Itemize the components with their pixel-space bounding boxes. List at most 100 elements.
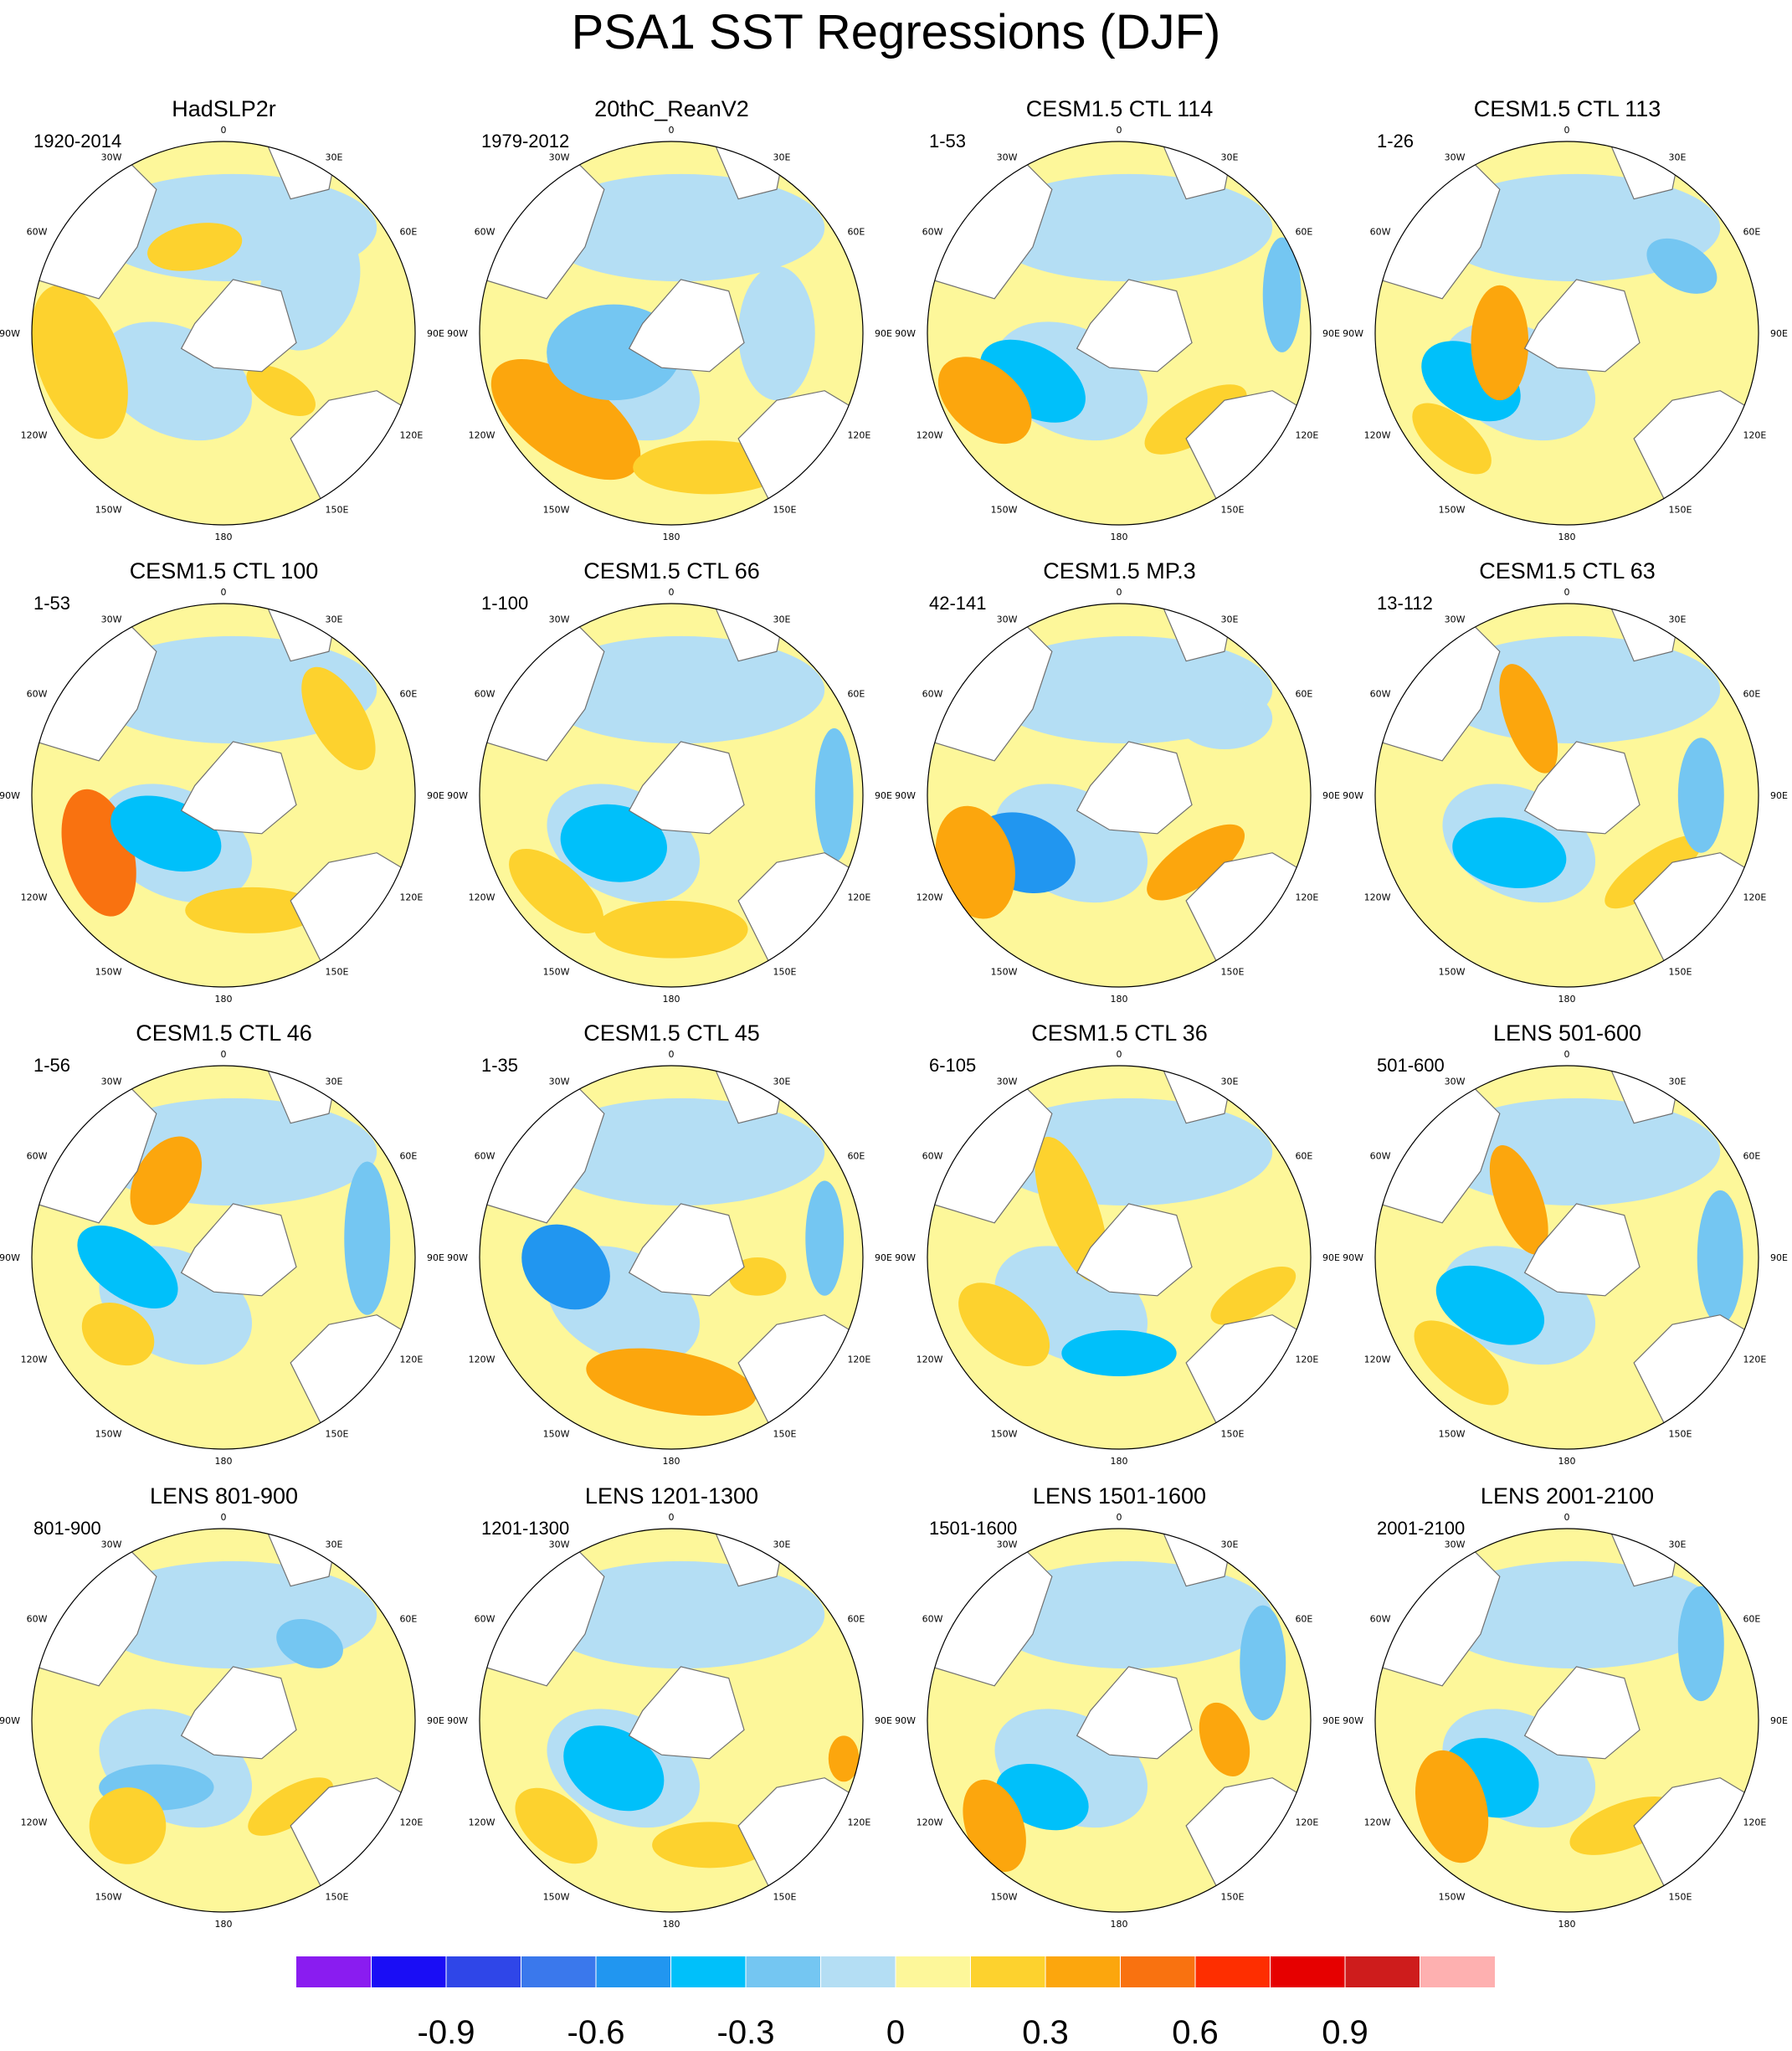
longitude-label: 90W [1343, 1252, 1363, 1263]
antarctica-landmass [1076, 1203, 1193, 1297]
longitude-label: 150E [773, 966, 797, 977]
longitude-label: 30E [1669, 614, 1687, 625]
longitude-label: 90W [0, 1252, 20, 1263]
colorbar-swatch [970, 1956, 1045, 1987]
longitude-label: 120E [399, 1354, 423, 1365]
colorbar-swatch [446, 1956, 521, 1987]
longitude-label: 180 [663, 1456, 680, 1467]
longitude-label: 60W [27, 227, 48, 238]
longitude-label: 60E [399, 1151, 417, 1162]
longitude-label: 150W [991, 1891, 1018, 1902]
map-boundary [31, 1065, 416, 1450]
longitude-label: 150W [1439, 504, 1466, 515]
longitude-label: 120W [469, 1354, 495, 1365]
anomaly-region [1499, 664, 1558, 774]
longitude-label: 90W [0, 790, 20, 801]
longitude-label: 120W [1364, 1354, 1391, 1365]
panel-title: CESM1.5 CTL 45 [583, 1020, 760, 1046]
anomaly-region [344, 1161, 391, 1315]
longitude-label: 90E [875, 1715, 892, 1726]
longitude-label: 120W [469, 892, 495, 903]
longitude-label: 30W [997, 1077, 1018, 1087]
longitude-label: 120E [847, 892, 870, 903]
longitude-label: 90E [1770, 1715, 1788, 1726]
longitude-label: 150W [95, 966, 122, 977]
longitude-label: 120W [21, 1817, 48, 1828]
panel-title: LENS 501-600 [1492, 1020, 1642, 1046]
longitude-label: 180 [1111, 994, 1128, 1005]
longitude-label: 150W [95, 1891, 122, 1902]
longitude-label: 180 [1111, 1456, 1128, 1467]
anomaly-region [1210, 1266, 1297, 1325]
anomaly-region [1677, 738, 1724, 853]
longitude-label: 150E [326, 1428, 349, 1439]
antarctica-landmass [180, 1203, 297, 1297]
anomaly-region [515, 1787, 598, 1864]
longitude-label: 30W [549, 1540, 570, 1550]
longitude-label: 60E [1295, 689, 1312, 700]
map-panel: CESM1.5 CTL 36 6-105 0 30E 60E 90E 120E 150E 180… [896, 1008, 1343, 1471]
colorbar-swatch [1345, 1956, 1420, 1987]
colorbar-swatch [1045, 1956, 1121, 1987]
anomaly-region [130, 1136, 203, 1226]
colorbar-swatch [1270, 1956, 1345, 1987]
anomaly-region [935, 805, 1015, 919]
anomaly-region [586, 1348, 757, 1416]
map-panel: LENS 501-600 501-600 0 30E 60E 90E 120E 150E 180… [1343, 1008, 1791, 1471]
longitude-label: 30E [1669, 1077, 1687, 1087]
anomaly-region [1061, 1330, 1177, 1376]
longitude-label: 120W [917, 1354, 943, 1365]
map-panel: CESM1.5 CTL 114 1-53 0 30E 60E 90E 120E 150E 180… [896, 84, 1343, 547]
longitude-label: 0 [1564, 125, 1570, 136]
colorbar-swatches [296, 1956, 1495, 1987]
longitude-label: 30E [1221, 152, 1239, 163]
polar-map: 0 30E 60E 90E 120E 150E 180 150W 120W 90W 60W 30W [448, 1049, 892, 1467]
longitude-label: 120E [1743, 430, 1766, 441]
longitude-label: 180 [663, 532, 680, 542]
longitude-label: 180 [663, 1919, 680, 1930]
anomaly-region [81, 1303, 155, 1366]
longitude-label: 30E [1669, 152, 1687, 163]
longitude-label: 30W [549, 614, 570, 625]
longitude-label: 60E [847, 227, 865, 238]
antarctica-landmass [1523, 1666, 1641, 1760]
panel-title: LENS 801-900 [149, 1483, 299, 1509]
longitude-label: 30E [773, 1540, 791, 1550]
longitude-label: 60W [1370, 1151, 1391, 1162]
antarctica-landmass [628, 279, 745, 373]
map-boundary [927, 603, 1312, 988]
longitude-label: 90W [896, 790, 916, 801]
longitude-label: 0 [1117, 1512, 1122, 1523]
longitude-label: 90E [1322, 1252, 1340, 1263]
longitude-label: 120W [1364, 430, 1391, 441]
anomaly-region [1147, 824, 1245, 901]
colorbar-tick-label: -0.6 [567, 2014, 625, 2051]
longitude-label: 90W [896, 328, 916, 339]
longitude-label: 30W [101, 152, 122, 163]
longitude-label: 180 [1558, 532, 1576, 542]
longitude-label: 30W [549, 152, 570, 163]
map-boundary [927, 1065, 1312, 1450]
anomaly-region [1677, 1586, 1724, 1702]
longitude-label: 60E [1743, 227, 1760, 238]
longitude-label: 90W [448, 328, 468, 339]
longitude-label: 120E [847, 1817, 870, 1828]
longitude-label: 180 [1111, 532, 1128, 542]
anomaly-region [537, 173, 825, 282]
polar-map: 0 30E 60E 90E 120E 150E 180 150W 120W 90W 60W 30W [896, 1049, 1340, 1467]
anomaly-region [32, 285, 128, 440]
polar-map: 0 30E 60E 90E 120E 150E 180 150W 120W 90W 60W 30W [1343, 587, 1788, 1005]
antarctica-landmass [628, 1203, 745, 1297]
antarctica-landmass [1076, 741, 1193, 835]
longitude-label: 30E [1669, 1540, 1687, 1550]
panel-period: 1-56 [33, 1055, 71, 1076]
colorbar-swatch [896, 1956, 971, 1987]
anomaly-region [1414, 1320, 1509, 1406]
longitude-label: 60W [27, 1614, 48, 1625]
longitude-label: 120E [1295, 892, 1318, 903]
longitude-label: 90W [1343, 328, 1363, 339]
longitude-label: 120W [469, 1817, 495, 1828]
anomaly-region [1035, 1136, 1108, 1283]
longitude-label: 150E [773, 504, 797, 515]
panel-period: 1-53 [929, 131, 967, 152]
